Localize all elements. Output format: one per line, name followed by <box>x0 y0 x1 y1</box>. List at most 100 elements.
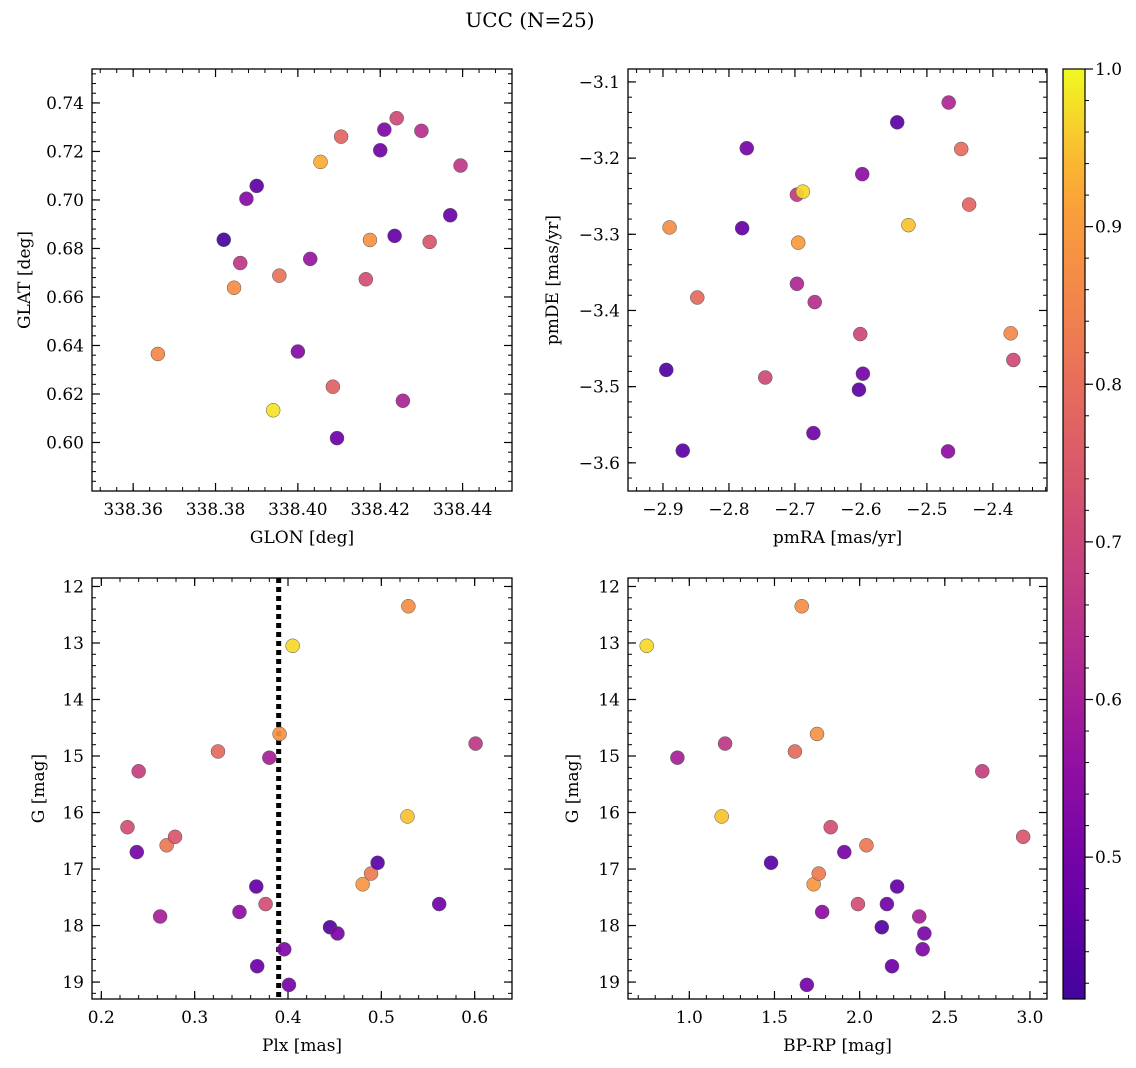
scatter-point <box>714 809 729 824</box>
scatter-point <box>823 819 838 835</box>
scatter-point <box>226 280 242 296</box>
scatter-point <box>941 95 956 110</box>
y-tick-label: 12 <box>62 577 84 597</box>
scatter-point <box>889 879 905 894</box>
panel-glon-glat: 338.36 338.38 338.40 338.42 338.44 0.60 0.62 0.… <box>15 68 513 548</box>
scatter-point <box>272 268 287 283</box>
x-tick-label: 2.5 <box>931 1008 958 1028</box>
x-tick-label: 1.5 <box>761 1008 788 1028</box>
scatter-point <box>874 919 890 935</box>
y-tick-label: 16 <box>62 804 84 824</box>
scatter-point <box>855 366 871 381</box>
y-axis-label: G [mag] <box>29 754 49 823</box>
y-tick-label: 0.60 <box>46 433 84 453</box>
scatter-point <box>1006 352 1021 368</box>
scatter-point <box>262 750 277 765</box>
scatter-point <box>734 220 750 236</box>
x-tick-label: −2.4 <box>972 500 1013 520</box>
scatter-point <box>915 942 930 957</box>
scatter-point <box>889 115 905 130</box>
y-tick-label: 0.72 <box>46 142 84 162</box>
scatter-point <box>763 855 779 871</box>
scatter-point <box>853 326 868 342</box>
colorbar-tick-label: 0.6 <box>1095 691 1122 711</box>
scatter-point <box>389 110 404 126</box>
scatter-point <box>662 220 677 235</box>
scatter-point <box>401 599 416 614</box>
scatter-point <box>854 166 870 182</box>
colorbar-tick-label: 1.0 <box>1095 60 1122 80</box>
scatter-point <box>290 344 306 359</box>
scatter-point <box>917 926 932 941</box>
panel-pmra-pmde: −2.9 −2.8 −2.7 −2.6 −2.5 −2.4 −3.6 −3.5 −3.4 −3.3… <box>543 68 1048 548</box>
scatter-point <box>285 638 300 654</box>
y-tick-label: 13 <box>598 634 620 654</box>
scatter-point <box>281 977 297 993</box>
x-axis-label: BP-RP [mag] <box>783 1036 892 1056</box>
x-tick-label: 1.0 <box>676 1008 703 1028</box>
scatter-point <box>807 294 822 310</box>
x-tick-label: −2.8 <box>708 500 749 520</box>
scatter-point <box>837 844 852 860</box>
y-tick-label: −3.5 <box>579 378 620 398</box>
y-tick-label: 0.74 <box>46 94 84 114</box>
scatter-point <box>757 370 773 385</box>
scatter-point <box>717 736 733 751</box>
scatter-point <box>333 129 349 144</box>
colorbar-tick-label: 0.9 <box>1095 218 1122 238</box>
scatter-point <box>659 362 674 378</box>
scatter-point <box>859 838 874 853</box>
scatter-point <box>362 232 378 248</box>
scatter-point <box>806 425 821 441</box>
x-tick-label: 0.2 <box>88 1008 115 1028</box>
scatter-point <box>814 904 830 920</box>
scatter-point <box>468 736 483 751</box>
scatter-point <box>884 958 900 974</box>
scatter-point <box>387 228 402 244</box>
x-tick-label: −2.9 <box>642 500 683 520</box>
scatter-point <box>690 290 705 305</box>
plot-area <box>639 599 1031 993</box>
scatter-point <box>232 255 248 271</box>
y-tick-label: −3.2 <box>579 149 620 169</box>
colorbar: 0.5 0.6 0.7 0.8 0.9 1.0 <box>1062 60 1122 1000</box>
y-tick-label: 19 <box>598 973 620 993</box>
scatter-point <box>1015 829 1031 845</box>
x-tick-label: 0.3 <box>181 1008 208 1028</box>
y-tick-label: 17 <box>598 860 620 880</box>
scatter-point <box>850 896 866 912</box>
scatter-point <box>789 276 805 292</box>
x-tick-label: 338.40 <box>268 500 327 520</box>
scatter-point <box>129 844 145 860</box>
scatter-point <box>787 744 803 759</box>
plot-frame <box>627 68 1048 492</box>
scatter-point <box>422 234 437 250</box>
y-tick-label: 14 <box>598 690 620 710</box>
y-tick-label: −3.6 <box>579 454 620 474</box>
colorbar-tick-label: 0.7 <box>1095 533 1122 553</box>
scatter-point <box>975 764 990 779</box>
x-tick-label: 0.5 <box>368 1008 395 1028</box>
scatter-point <box>799 977 815 993</box>
y-tick-label: 18 <box>62 917 84 937</box>
scatter-point <box>370 855 385 871</box>
x-tick-label: 338.44 <box>433 500 492 520</box>
x-tick-label: 2.0 <box>846 1008 873 1028</box>
x-tick-label: −2.6 <box>840 500 881 520</box>
y-axis-label: G [mag] <box>563 754 583 823</box>
scatter-point <box>232 904 247 920</box>
y-tick-label: 15 <box>598 747 620 767</box>
y-tick-label: 14 <box>62 690 84 710</box>
y-tick-label: 0.68 <box>46 239 84 259</box>
plot-area <box>659 95 1021 459</box>
y-tick-label: 12 <box>598 577 620 597</box>
y-tick-label: 19 <box>62 973 84 993</box>
scatter-point <box>1003 326 1018 341</box>
scatter-point <box>400 809 415 824</box>
scatter-point <box>302 251 318 267</box>
y-tick-label: 18 <box>598 917 620 937</box>
y-tick-label: 15 <box>62 747 84 767</box>
scatter-point <box>431 896 447 912</box>
scatter-point <box>811 866 827 881</box>
